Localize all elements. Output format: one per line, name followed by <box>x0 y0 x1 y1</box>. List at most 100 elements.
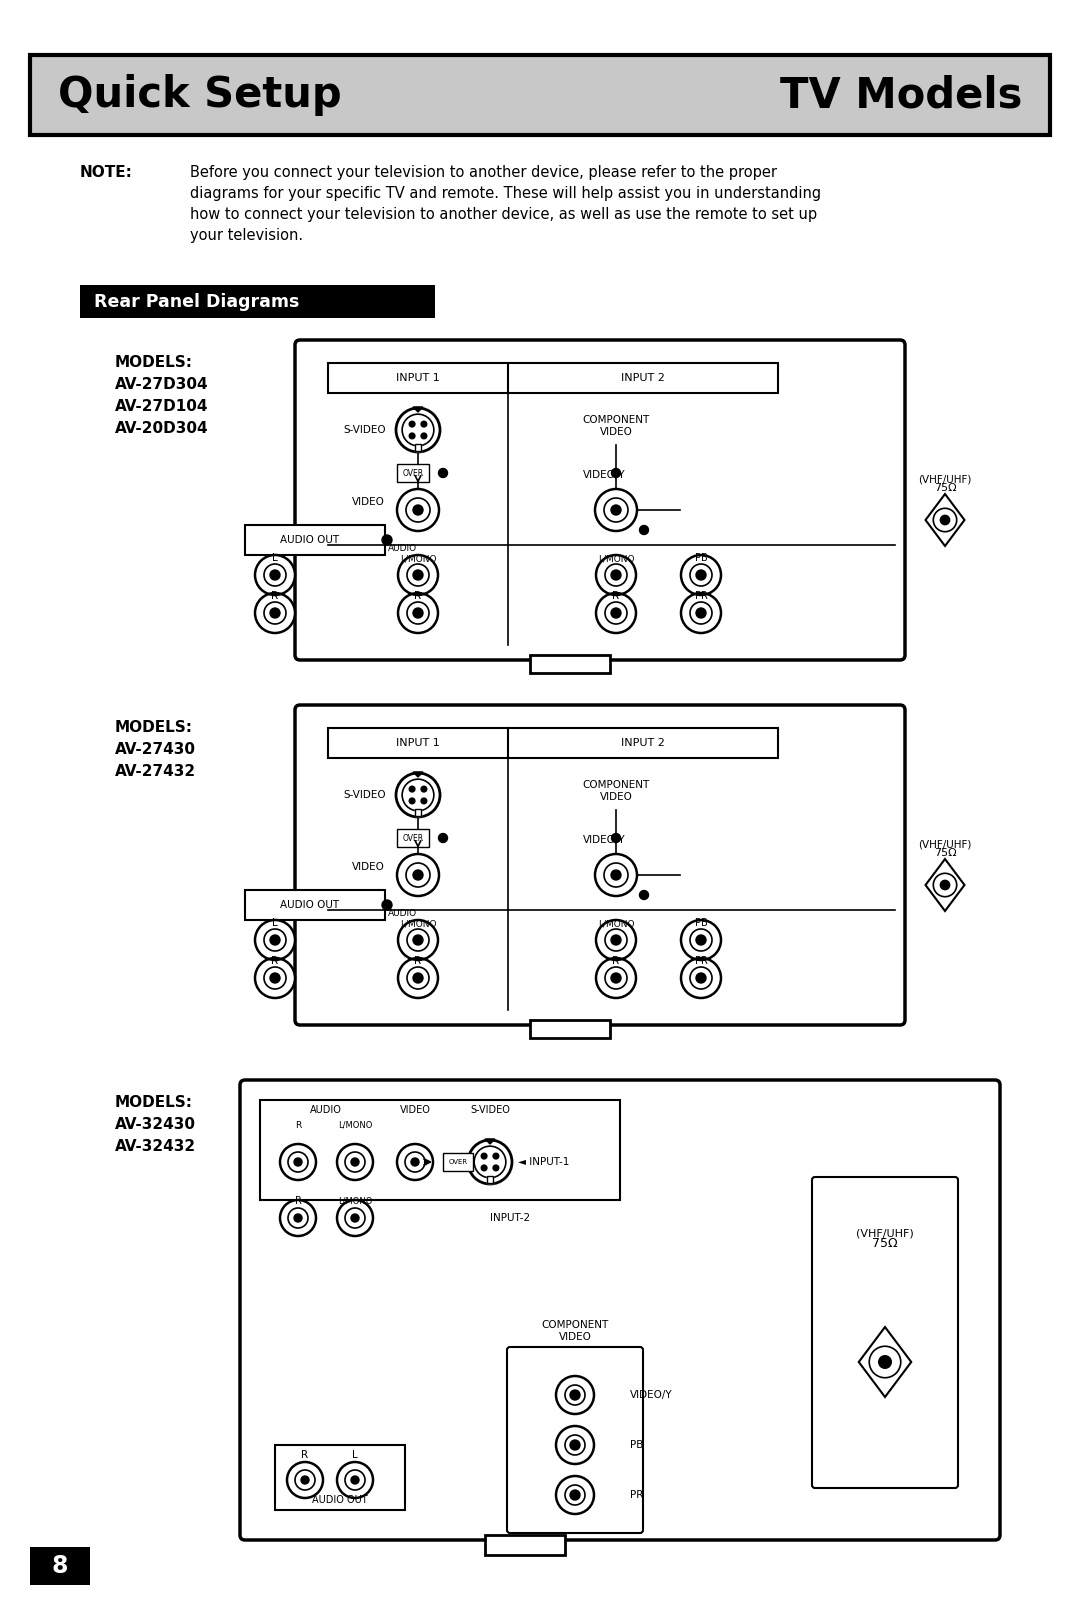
Circle shape <box>933 873 957 897</box>
Text: AV-27432: AV-27432 <box>114 764 197 778</box>
Circle shape <box>301 1477 309 1485</box>
Text: VIDEO: VIDEO <box>400 1104 431 1115</box>
Text: L/MONO: L/MONO <box>400 554 436 563</box>
Text: L/MONO: L/MONO <box>338 1120 373 1130</box>
Bar <box>397 464 429 482</box>
Circle shape <box>570 1390 580 1400</box>
Text: 75Ω: 75Ω <box>873 1237 897 1250</box>
Circle shape <box>611 833 621 843</box>
Text: OVER: OVER <box>448 1159 468 1165</box>
Circle shape <box>270 608 280 618</box>
Circle shape <box>397 490 438 531</box>
Circle shape <box>409 433 415 438</box>
Text: OVER: OVER <box>403 833 423 843</box>
Text: PB: PB <box>694 554 707 563</box>
Circle shape <box>413 506 423 515</box>
Text: diagrams for your specific TV and remote. These will help assist you in understa: diagrams for your specific TV and remote… <box>190 186 821 201</box>
Circle shape <box>421 786 427 791</box>
Circle shape <box>255 920 295 960</box>
Text: VIDEO/Y: VIDEO/Y <box>583 470 625 480</box>
Circle shape <box>933 509 957 531</box>
Circle shape <box>294 1213 302 1221</box>
Circle shape <box>482 1165 487 1170</box>
Text: S-VIDEO: S-VIDEO <box>343 790 386 799</box>
Circle shape <box>337 1144 373 1180</box>
Circle shape <box>596 592 636 632</box>
Text: how to connect your television to another device, as well as use the remote to s: how to connect your television to anothe… <box>190 207 818 221</box>
Circle shape <box>556 1477 594 1514</box>
Circle shape <box>337 1462 373 1497</box>
Text: L: L <box>352 1449 357 1461</box>
Bar <box>530 655 610 672</box>
Circle shape <box>941 880 949 889</box>
Text: 8: 8 <box>52 1554 68 1578</box>
Bar <box>30 1547 90 1586</box>
Text: AUDIO: AUDIO <box>388 908 417 918</box>
Circle shape <box>681 592 721 632</box>
Circle shape <box>869 1347 901 1377</box>
Text: R: R <box>271 591 279 600</box>
Circle shape <box>413 973 423 982</box>
Text: MODELS:: MODELS: <box>114 1095 193 1111</box>
Circle shape <box>396 408 440 453</box>
Circle shape <box>413 870 423 880</box>
Circle shape <box>270 936 280 945</box>
Text: PR: PR <box>630 1489 644 1501</box>
Text: PR: PR <box>694 591 707 600</box>
Text: 75Ω: 75Ω <box>934 847 956 859</box>
Text: OVER: OVER <box>403 469 423 478</box>
Text: S-VIDEO: S-VIDEO <box>470 1104 510 1115</box>
Circle shape <box>570 1440 580 1449</box>
Text: VIDEO: VIDEO <box>352 498 384 507</box>
Text: COMPONENT
VIDEO: COMPONENT VIDEO <box>541 1319 609 1342</box>
Circle shape <box>482 1154 487 1159</box>
Circle shape <box>255 592 295 632</box>
Circle shape <box>611 469 621 478</box>
Text: AV-27D104: AV-27D104 <box>114 400 208 414</box>
Circle shape <box>696 570 706 579</box>
Text: R: R <box>415 591 421 600</box>
Circle shape <box>396 774 440 817</box>
Text: L/MONO: L/MONO <box>400 920 436 928</box>
Polygon shape <box>415 445 421 451</box>
Text: INPUT-2: INPUT-2 <box>490 1213 530 1223</box>
Text: ◄ INPUT-1: ◄ INPUT-1 <box>518 1157 569 1167</box>
Text: VIDEO/Y: VIDEO/Y <box>630 1390 673 1400</box>
Text: PB: PB <box>694 918 707 928</box>
Circle shape <box>413 936 423 945</box>
Bar <box>275 1444 405 1510</box>
Polygon shape <box>413 408 423 412</box>
Text: L: L <box>272 918 278 928</box>
Text: PR: PR <box>694 957 707 966</box>
Polygon shape <box>926 494 964 546</box>
Text: AUDIO OUT: AUDIO OUT <box>280 900 339 910</box>
Text: AV-27D304: AV-27D304 <box>114 377 208 392</box>
Circle shape <box>696 973 706 982</box>
Text: INPUT 1: INPUT 1 <box>396 738 440 748</box>
Circle shape <box>413 570 423 579</box>
Circle shape <box>421 798 427 804</box>
Text: INPUT 2: INPUT 2 <box>621 372 665 384</box>
Text: R: R <box>295 1120 301 1130</box>
Text: R: R <box>612 957 620 966</box>
Bar <box>30 55 1050 135</box>
Text: PB: PB <box>630 1440 644 1449</box>
Circle shape <box>468 1140 512 1184</box>
Bar <box>530 1021 610 1038</box>
Circle shape <box>399 592 438 632</box>
Text: AV-32432: AV-32432 <box>114 1140 197 1154</box>
Circle shape <box>382 900 392 910</box>
Circle shape <box>270 570 280 579</box>
Circle shape <box>351 1213 359 1221</box>
Text: AV-27430: AV-27430 <box>114 742 195 758</box>
Polygon shape <box>413 772 423 777</box>
Text: MODELS:: MODELS: <box>114 721 193 735</box>
Circle shape <box>413 608 423 618</box>
Circle shape <box>494 1165 499 1170</box>
Text: COMPONENT
VIDEO: COMPONENT VIDEO <box>582 416 650 437</box>
Polygon shape <box>859 1327 912 1396</box>
Circle shape <box>639 525 648 534</box>
Circle shape <box>409 786 415 791</box>
Circle shape <box>681 555 721 595</box>
Text: AUDIO: AUDIO <box>388 544 417 554</box>
